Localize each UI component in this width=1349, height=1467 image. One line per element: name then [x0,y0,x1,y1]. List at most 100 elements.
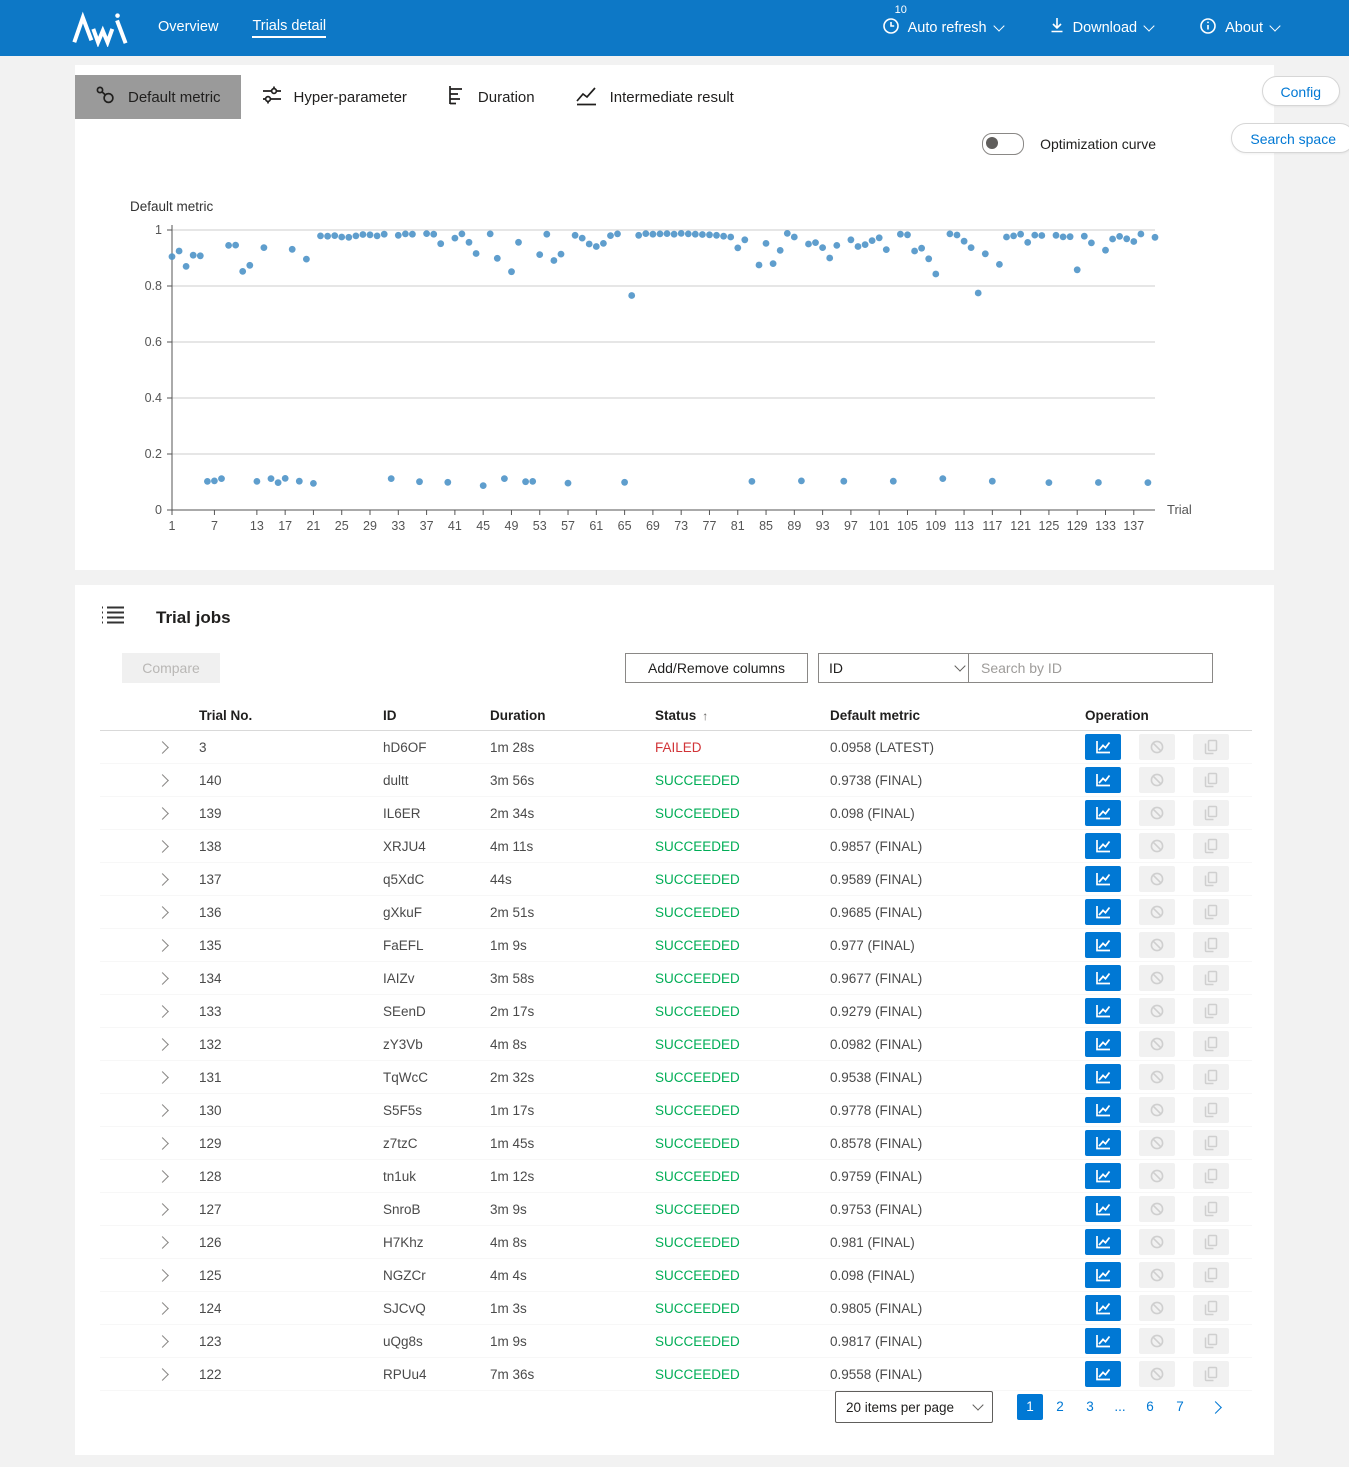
page-button[interactable]: 3 [1077,1394,1103,1420]
intermediate-result-button[interactable] [1085,833,1121,859]
kill-trial-button[interactable] [1139,1031,1175,1057]
page-button[interactable]: 6 [1137,1394,1163,1420]
copy-trial-button[interactable] [1193,866,1229,892]
intermediate-result-button[interactable] [1085,767,1121,793]
col-duration[interactable]: Duration [490,708,655,723]
next-page-button[interactable] [1211,1403,1220,1412]
copy-trial-button[interactable] [1193,767,1229,793]
search-space-button[interactable]: Search space [1231,123,1349,153]
kill-trial-button[interactable] [1139,1064,1175,1090]
copy-trial-button[interactable] [1193,1064,1229,1090]
kill-trial-button[interactable] [1139,734,1175,760]
copy-trial-button[interactable] [1193,932,1229,958]
kill-trial-button[interactable] [1139,767,1175,793]
intermediate-result-button[interactable] [1085,965,1121,991]
row-expand-button[interactable] [100,1106,199,1115]
copy-trial-button[interactable] [1193,734,1229,760]
intermediate-result-button[interactable] [1085,1097,1121,1123]
row-expand-button[interactable] [100,1172,199,1181]
row-expand-button[interactable] [100,1304,199,1313]
intermediate-result-button[interactable] [1085,1229,1121,1255]
page-button[interactable]: 7 [1167,1394,1193,1420]
row-expand-button[interactable] [100,1238,199,1247]
copy-trial-button[interactable] [1193,965,1229,991]
kill-trial-button[interactable] [1139,899,1175,925]
copy-trial-button[interactable] [1193,1361,1229,1387]
about-control[interactable]: About [1199,17,1279,39]
intermediate-result-button[interactable] [1085,1130,1121,1156]
search-field-select[interactable]: ID [818,653,977,683]
kill-trial-button[interactable] [1139,1163,1175,1189]
kill-trial-button[interactable] [1139,1361,1175,1387]
row-expand-button[interactable] [100,908,199,917]
copy-trial-button[interactable] [1193,1031,1229,1057]
intermediate-result-button[interactable] [1085,899,1121,925]
col-status[interactable]: Status↑ [655,708,830,723]
intermediate-result-button[interactable] [1085,734,1121,760]
kill-trial-button[interactable] [1139,866,1175,892]
copy-trial-button[interactable] [1193,800,1229,826]
search-input[interactable] [979,654,1207,682]
kill-trial-button[interactable] [1139,1262,1175,1288]
row-expand-button[interactable] [100,743,199,752]
tab-duration[interactable]: Duration [427,75,555,119]
copy-trial-button[interactable] [1193,1130,1229,1156]
intermediate-result-button[interactable] [1085,866,1121,892]
tab-default-metric[interactable]: Default metric [75,75,241,119]
row-expand-button[interactable] [100,1040,199,1049]
copy-trial-button[interactable] [1193,998,1229,1024]
page-button[interactable]: 2 [1047,1394,1073,1420]
intermediate-result-button[interactable] [1085,998,1121,1024]
auto-refresh-control[interactable]: 10 Auto refresh [882,17,1003,39]
copy-trial-button[interactable] [1193,1295,1229,1321]
intermediate-result-button[interactable] [1085,1361,1121,1387]
row-expand-button[interactable] [100,1139,199,1148]
copy-trial-button[interactable] [1193,1196,1229,1222]
row-expand-button[interactable] [100,1370,199,1379]
kill-trial-button[interactable] [1139,1130,1175,1156]
col-trial-no[interactable]: Trial No. [199,708,383,723]
copy-trial-button[interactable] [1193,1328,1229,1354]
copy-trial-button[interactable] [1193,833,1229,859]
copy-trial-button[interactable] [1193,1097,1229,1123]
row-expand-button[interactable] [100,1337,199,1346]
kill-trial-button[interactable] [1139,1328,1175,1354]
copy-trial-button[interactable] [1193,899,1229,925]
kill-trial-button[interactable] [1139,1295,1175,1321]
kill-trial-button[interactable] [1139,1097,1175,1123]
row-expand-button[interactable] [100,941,199,950]
items-per-page-select[interactable]: 20 items per page [835,1391,993,1423]
row-expand-button[interactable] [100,1271,199,1280]
row-expand-button[interactable] [100,842,199,851]
col-id[interactable]: ID [383,708,490,723]
copy-trial-button[interactable] [1193,1229,1229,1255]
kill-trial-button[interactable] [1139,965,1175,991]
intermediate-result-button[interactable] [1085,800,1121,826]
col-operation[interactable]: Operation [1085,708,1252,723]
row-expand-button[interactable] [100,1007,199,1016]
intermediate-result-button[interactable] [1085,1328,1121,1354]
nav-trials-detail[interactable]: Trials detail [252,18,326,38]
kill-trial-button[interactable] [1139,998,1175,1024]
kill-trial-button[interactable] [1139,932,1175,958]
intermediate-result-button[interactable] [1085,932,1121,958]
intermediate-result-button[interactable] [1085,1262,1121,1288]
page-button[interactable]: 1 [1017,1394,1043,1420]
row-expand-button[interactable] [100,809,199,818]
row-expand-button[interactable] [100,776,199,785]
intermediate-result-button[interactable] [1085,1031,1121,1057]
row-expand-button[interactable] [100,974,199,983]
compare-button[interactable]: Compare [122,653,220,683]
row-expand-button[interactable] [100,1073,199,1082]
copy-trial-button[interactable] [1193,1262,1229,1288]
copy-trial-button[interactable] [1193,1163,1229,1189]
config-button[interactable]: Config [1262,76,1340,106]
kill-trial-button[interactable] [1139,800,1175,826]
kill-trial-button[interactable] [1139,833,1175,859]
col-default-metric[interactable]: Default metric [830,708,1085,723]
download-control[interactable]: Download [1049,17,1154,39]
kill-trial-button[interactable] [1139,1196,1175,1222]
optimization-curve-toggle[interactable] [982,133,1024,155]
tab-hyper-parameter[interactable]: Hyper-parameter [241,75,427,119]
intermediate-result-button[interactable] [1085,1295,1121,1321]
